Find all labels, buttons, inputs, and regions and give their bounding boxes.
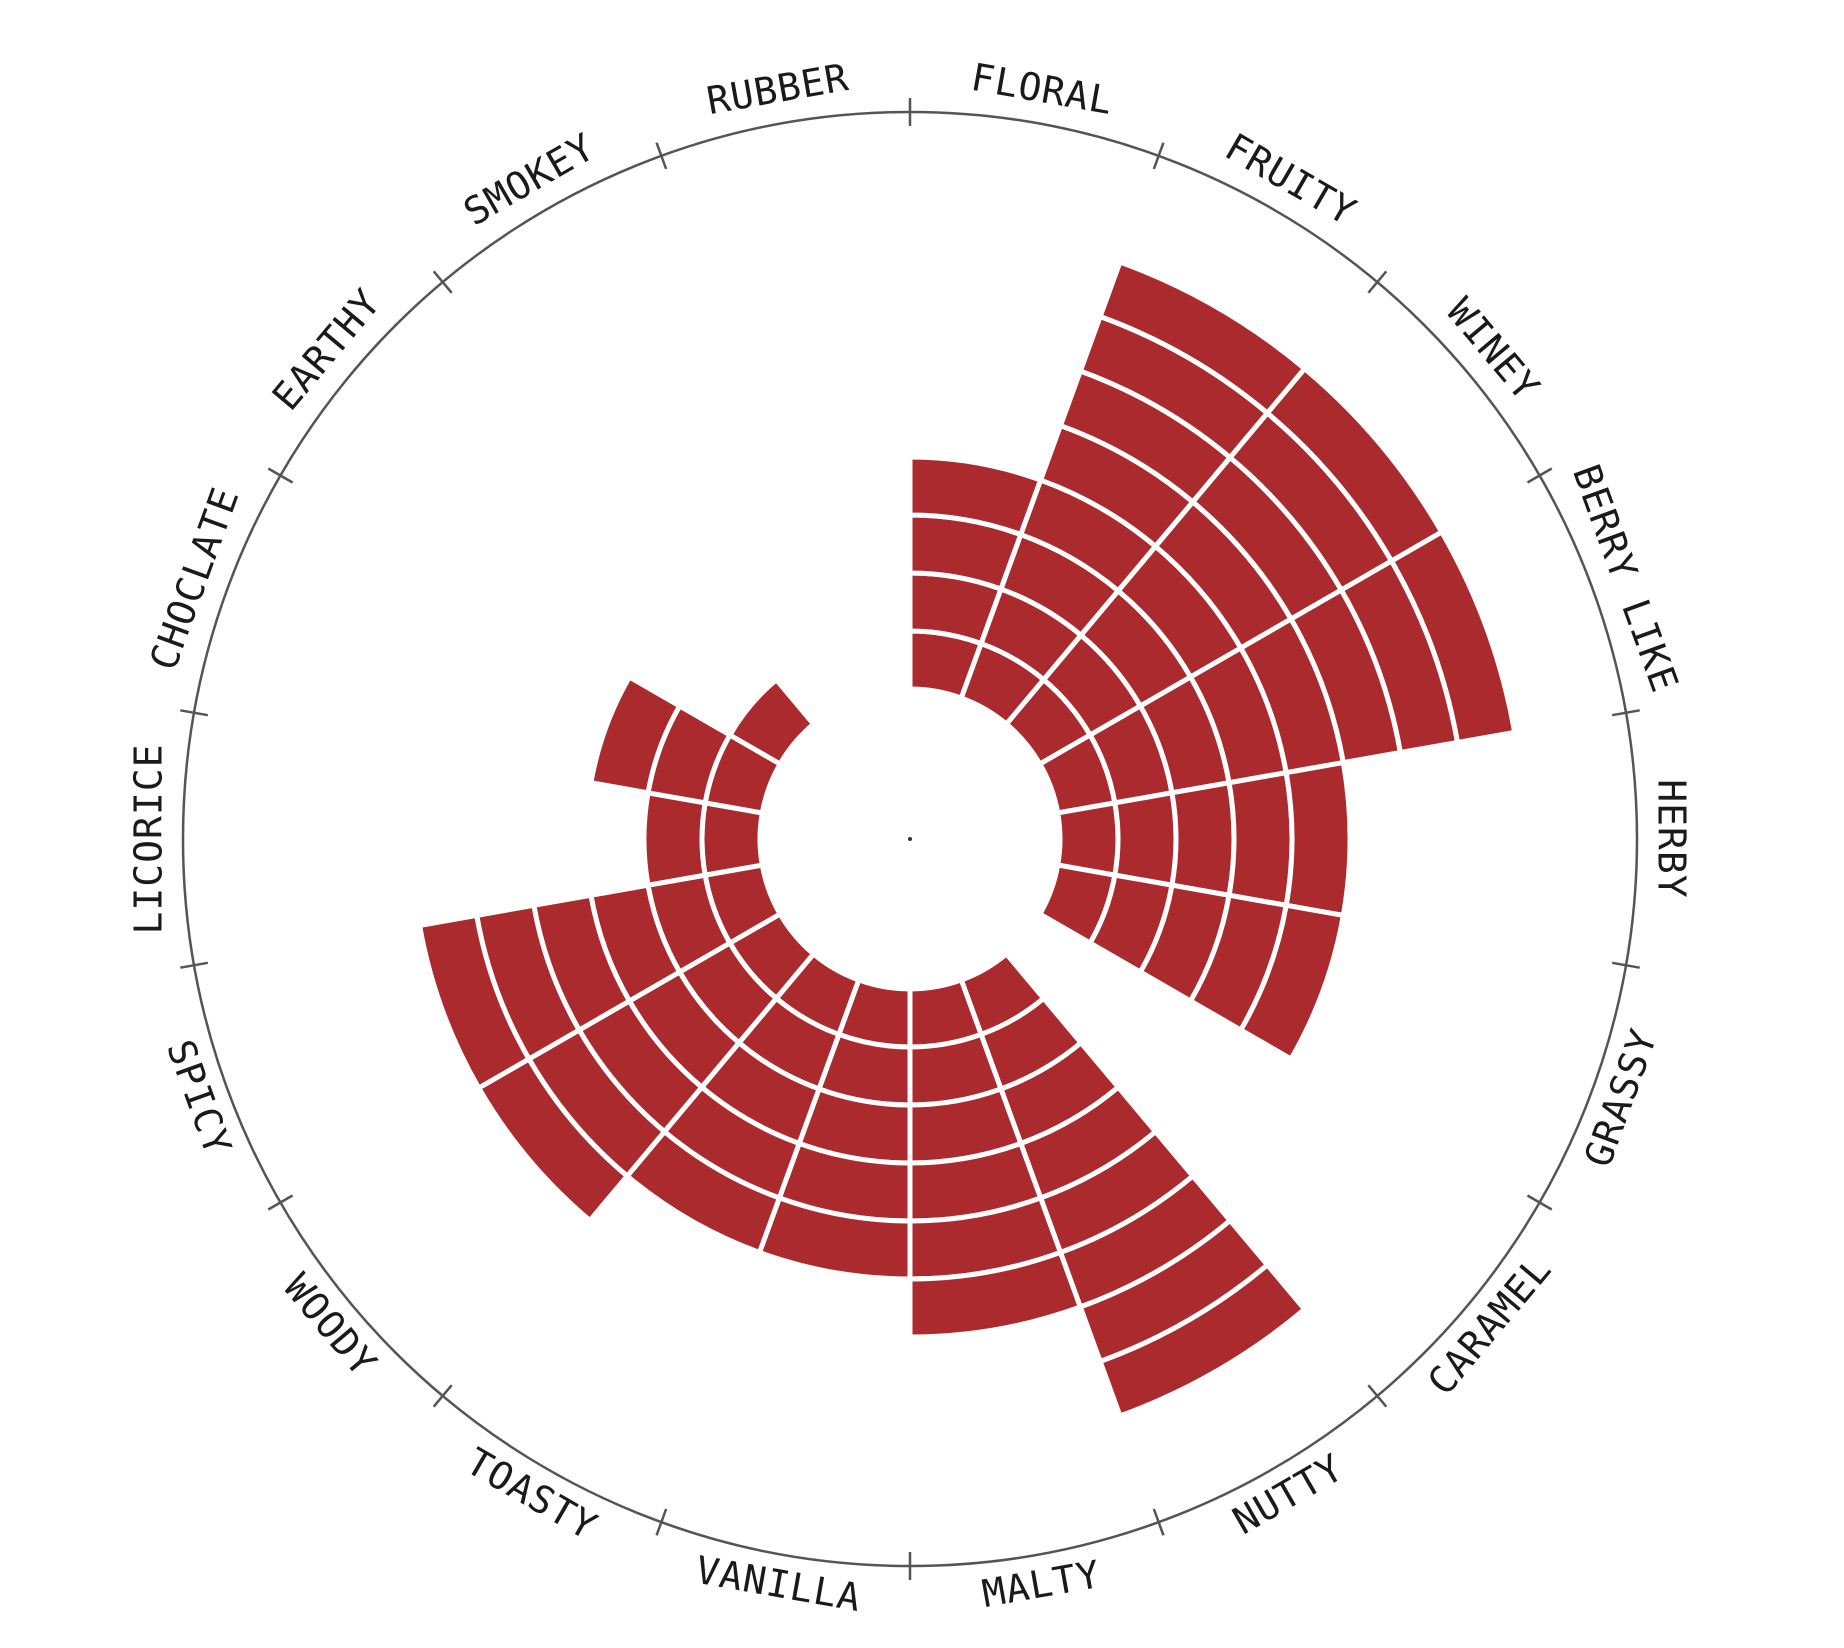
tick-2 — [1152, 142, 1165, 170]
bar-segment-herby-3 — [1169, 779, 1237, 899]
label-toasty: TOASTY — [459, 1439, 605, 1549]
bar-segment-herby-5 — [1283, 759, 1353, 919]
tick-11 — [655, 1508, 668, 1536]
bar-segment-herby-2 — [1111, 789, 1179, 889]
tick-9 — [1152, 1508, 1165, 1536]
tick-13 — [267, 1194, 294, 1211]
label-spicy: SPICY — [158, 1034, 240, 1161]
tick-17 — [432, 270, 453, 294]
tick-12 — [432, 1384, 453, 1408]
bar-segment-malty-6 — [907, 1249, 1084, 1340]
bar-segment-choclate-3 — [588, 673, 684, 796]
label-fruity: FRUITY — [1218, 125, 1364, 235]
label-vanilla: VANILLA — [693, 1548, 865, 1620]
bar-segment-herby-4 — [1226, 769, 1295, 909]
bar-segment-grassy-5 — [1237, 902, 1347, 1063]
tick-14 — [180, 961, 209, 969]
chart-segments — [416, 258, 1518, 1420]
label-winey: WINEY — [1438, 290, 1548, 410]
label-earthy: EARTHY — [264, 280, 390, 418]
label-floral: FLORAL — [968, 55, 1117, 123]
bar-segment-berry-like-8 — [1388, 528, 1518, 746]
tick-6 — [1611, 961, 1640, 969]
tick-4 — [1526, 467, 1553, 484]
label-rubber: RUBBER — [703, 55, 852, 123]
tick-15 — [180, 709, 209, 717]
category-ticks — [180, 98, 1640, 1580]
label-caramel: CARAMEL — [1419, 1247, 1560, 1403]
bar-segment-earthy-1 — [726, 676, 818, 768]
label-berry-like: BERRY LIKE — [1564, 459, 1687, 698]
bar-segment-licorice-2 — [641, 789, 709, 889]
bar-segment-spicy-6 — [416, 912, 533, 1092]
tick-18 — [655, 142, 668, 170]
tick-7 — [1526, 1194, 1553, 1211]
bar-segment-nutty-8 — [1096, 1261, 1309, 1420]
label-herby: HERBY — [1650, 779, 1694, 898]
tick-3 — [1367, 270, 1388, 294]
tick-5 — [1611, 709, 1640, 717]
tick-16 — [267, 467, 294, 484]
label-smokey: SMOKEY — [456, 125, 602, 235]
center-dot — [908, 837, 912, 841]
tick-8 — [1367, 1384, 1388, 1408]
label-licorice: LICORICE — [127, 743, 171, 934]
